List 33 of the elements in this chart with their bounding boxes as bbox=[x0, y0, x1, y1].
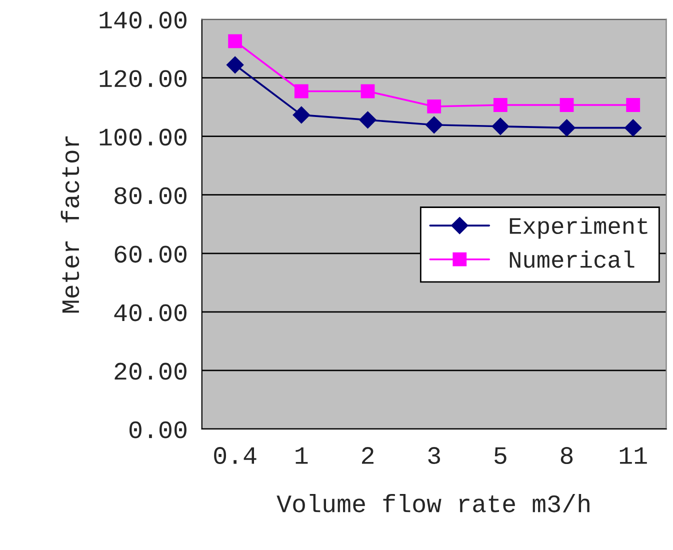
x-tick-label: 5 bbox=[494, 447, 506, 464]
point bbox=[492, 118, 509, 135]
x-tick-label: 0.4 bbox=[214, 447, 256, 464]
y-tick-label: 100.00 bbox=[100, 128, 186, 146]
point bbox=[427, 100, 442, 114]
x-tick-label: 11 bbox=[620, 447, 647, 464]
legend-label: Experiment bbox=[510, 216, 648, 239]
point bbox=[624, 119, 642, 136]
point bbox=[426, 116, 443, 134]
point bbox=[359, 111, 376, 128]
y-axis-title: Meter factor bbox=[60, 136, 80, 313]
y-tick-label: 0.00 bbox=[130, 421, 186, 438]
y-tick-label: 20.00 bbox=[114, 362, 186, 380]
x-axis-title: Volume flow rate m3/h bbox=[276, 494, 590, 512]
point bbox=[626, 98, 640, 112]
point bbox=[226, 56, 244, 74]
point bbox=[493, 98, 508, 112]
y-tick-label: 60.00 bbox=[114, 246, 186, 263]
x-tick-label: 2 bbox=[362, 447, 374, 464]
point bbox=[360, 84, 375, 98]
y-tick-label: 140.00 bbox=[100, 12, 186, 29]
point bbox=[560, 98, 574, 112]
x-tick-label: 8 bbox=[560, 447, 573, 464]
y-tick-label: 120.00 bbox=[100, 70, 186, 88]
legend-label: Numerical bbox=[510, 250, 634, 268]
x-tick-label: 3 bbox=[428, 447, 440, 464]
point bbox=[228, 34, 242, 48]
y-tick-label: 40.00 bbox=[114, 304, 186, 322]
point bbox=[294, 84, 308, 98]
y-tick-label: 80.00 bbox=[114, 187, 186, 204]
point bbox=[292, 106, 310, 124]
point bbox=[558, 119, 576, 136]
x-tick-label: 1 bbox=[296, 447, 308, 464]
